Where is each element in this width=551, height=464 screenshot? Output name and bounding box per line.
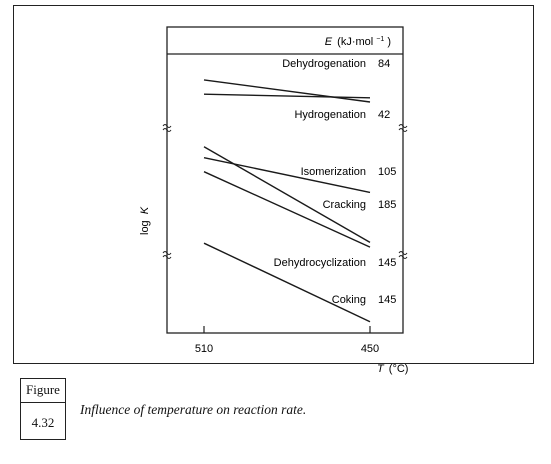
break-mark-1-0-0 [162,251,172,255]
plot-area [166,26,404,334]
series-layer: Dehydrogenation 84 Hydrogenation 42 Isomeriz… [203,58,396,323]
x-axis-ticks: 510 450 [195,326,379,355]
break-mark-0-1-0 [398,124,408,128]
break-mark-1-1-1 [398,255,408,259]
series-line-cracking [203,146,371,244]
series-line-coking [203,242,371,323]
y-axis-label: log K [139,206,151,235]
y-axis-label-var: K [139,206,151,214]
legend-header-exp: −1 [376,36,384,43]
figure-number: 4.32 [31,415,55,430]
break-mark-0-0-1 [162,128,172,132]
series-label-dehydrogenation: Dehydrogenation [282,58,366,70]
figure-label-box: Figure 4.32 [20,378,66,440]
series-label-hydrogenation: Hydrogenation [294,109,366,121]
x-tick-label-450: 450 [361,343,379,355]
x-axis-label: T (°C) [377,363,408,375]
break-mark-1-1-0 [398,251,408,255]
series-label-dehydrocyclization: Dehydrocyclization [274,257,366,269]
series-line-hydrogenation [203,93,371,99]
series-energy-isomerization: 105 [378,166,396,178]
x-axis-label-unit: (°C) [389,363,409,375]
break-mark-1-0-1 [162,255,172,259]
x-axis-label-var: T [377,363,385,375]
legend-header: E (kJ·mol −1 ) [325,32,391,48]
axis-break-marks [162,124,408,259]
figure-frame [13,5,534,364]
figure-label: Figure [21,379,65,403]
series-energy-dehydrocyclization: 145 [378,257,396,269]
figure-caption: Influence of temperature on reaction rat… [80,402,307,417]
series-energy-dehydrogenation: 84 [378,58,390,70]
y-axis-label-prefix: log [139,220,151,235]
legend-header-symbol: E [325,36,333,48]
series-label-cracking: Cracking [323,199,366,211]
break-mark-0-0-0 [162,124,172,128]
legend-header-close: ) [387,36,391,48]
legend-header-unit: (kJ·mol [337,36,373,48]
series-line-dehydrocyclization [203,171,371,248]
series-energy-hydrogenation: 42 [378,109,390,121]
series-energy-coking: 145 [378,294,396,306]
series-label-coking: Coking [332,294,366,306]
break-mark-0-1-1 [398,128,408,132]
x-tick-label-510: 510 [195,343,213,355]
series-energy-cracking: 185 [378,199,396,211]
series-label-isomerization: Isomerization [301,166,366,178]
series-line-dehydrogenation [203,79,371,103]
